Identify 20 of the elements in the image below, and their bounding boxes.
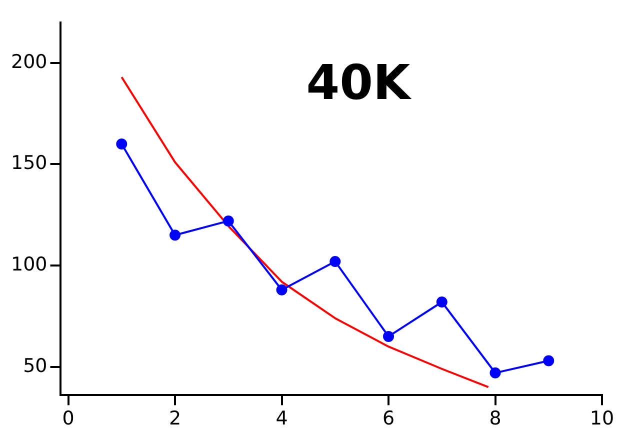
x-tick-label: 2 — [168, 408, 182, 430]
text: 40K — [306, 54, 412, 111]
point — [170, 230, 181, 241]
x-tick-label: 10 — [590, 408, 614, 430]
point — [383, 330, 394, 342]
point — [116, 138, 128, 150]
y-tick-label: 50 — [23, 354, 48, 377]
point — [543, 355, 554, 366]
point — [436, 296, 448, 308]
point — [330, 256, 341, 267]
y-tick-label: 200 — [11, 50, 48, 73]
x-tick-label: 4 — [276, 408, 288, 430]
point — [222, 215, 234, 226]
point — [490, 367, 501, 378]
x-tick-label: 6 — [382, 408, 395, 430]
y-tick-label: 150 — [11, 152, 48, 174]
point — [276, 284, 288, 296]
x-tick-label: 8 — [489, 408, 502, 430]
y-tick-label: 100 — [11, 253, 48, 276]
x-tick-label: 0 — [62, 408, 74, 430]
